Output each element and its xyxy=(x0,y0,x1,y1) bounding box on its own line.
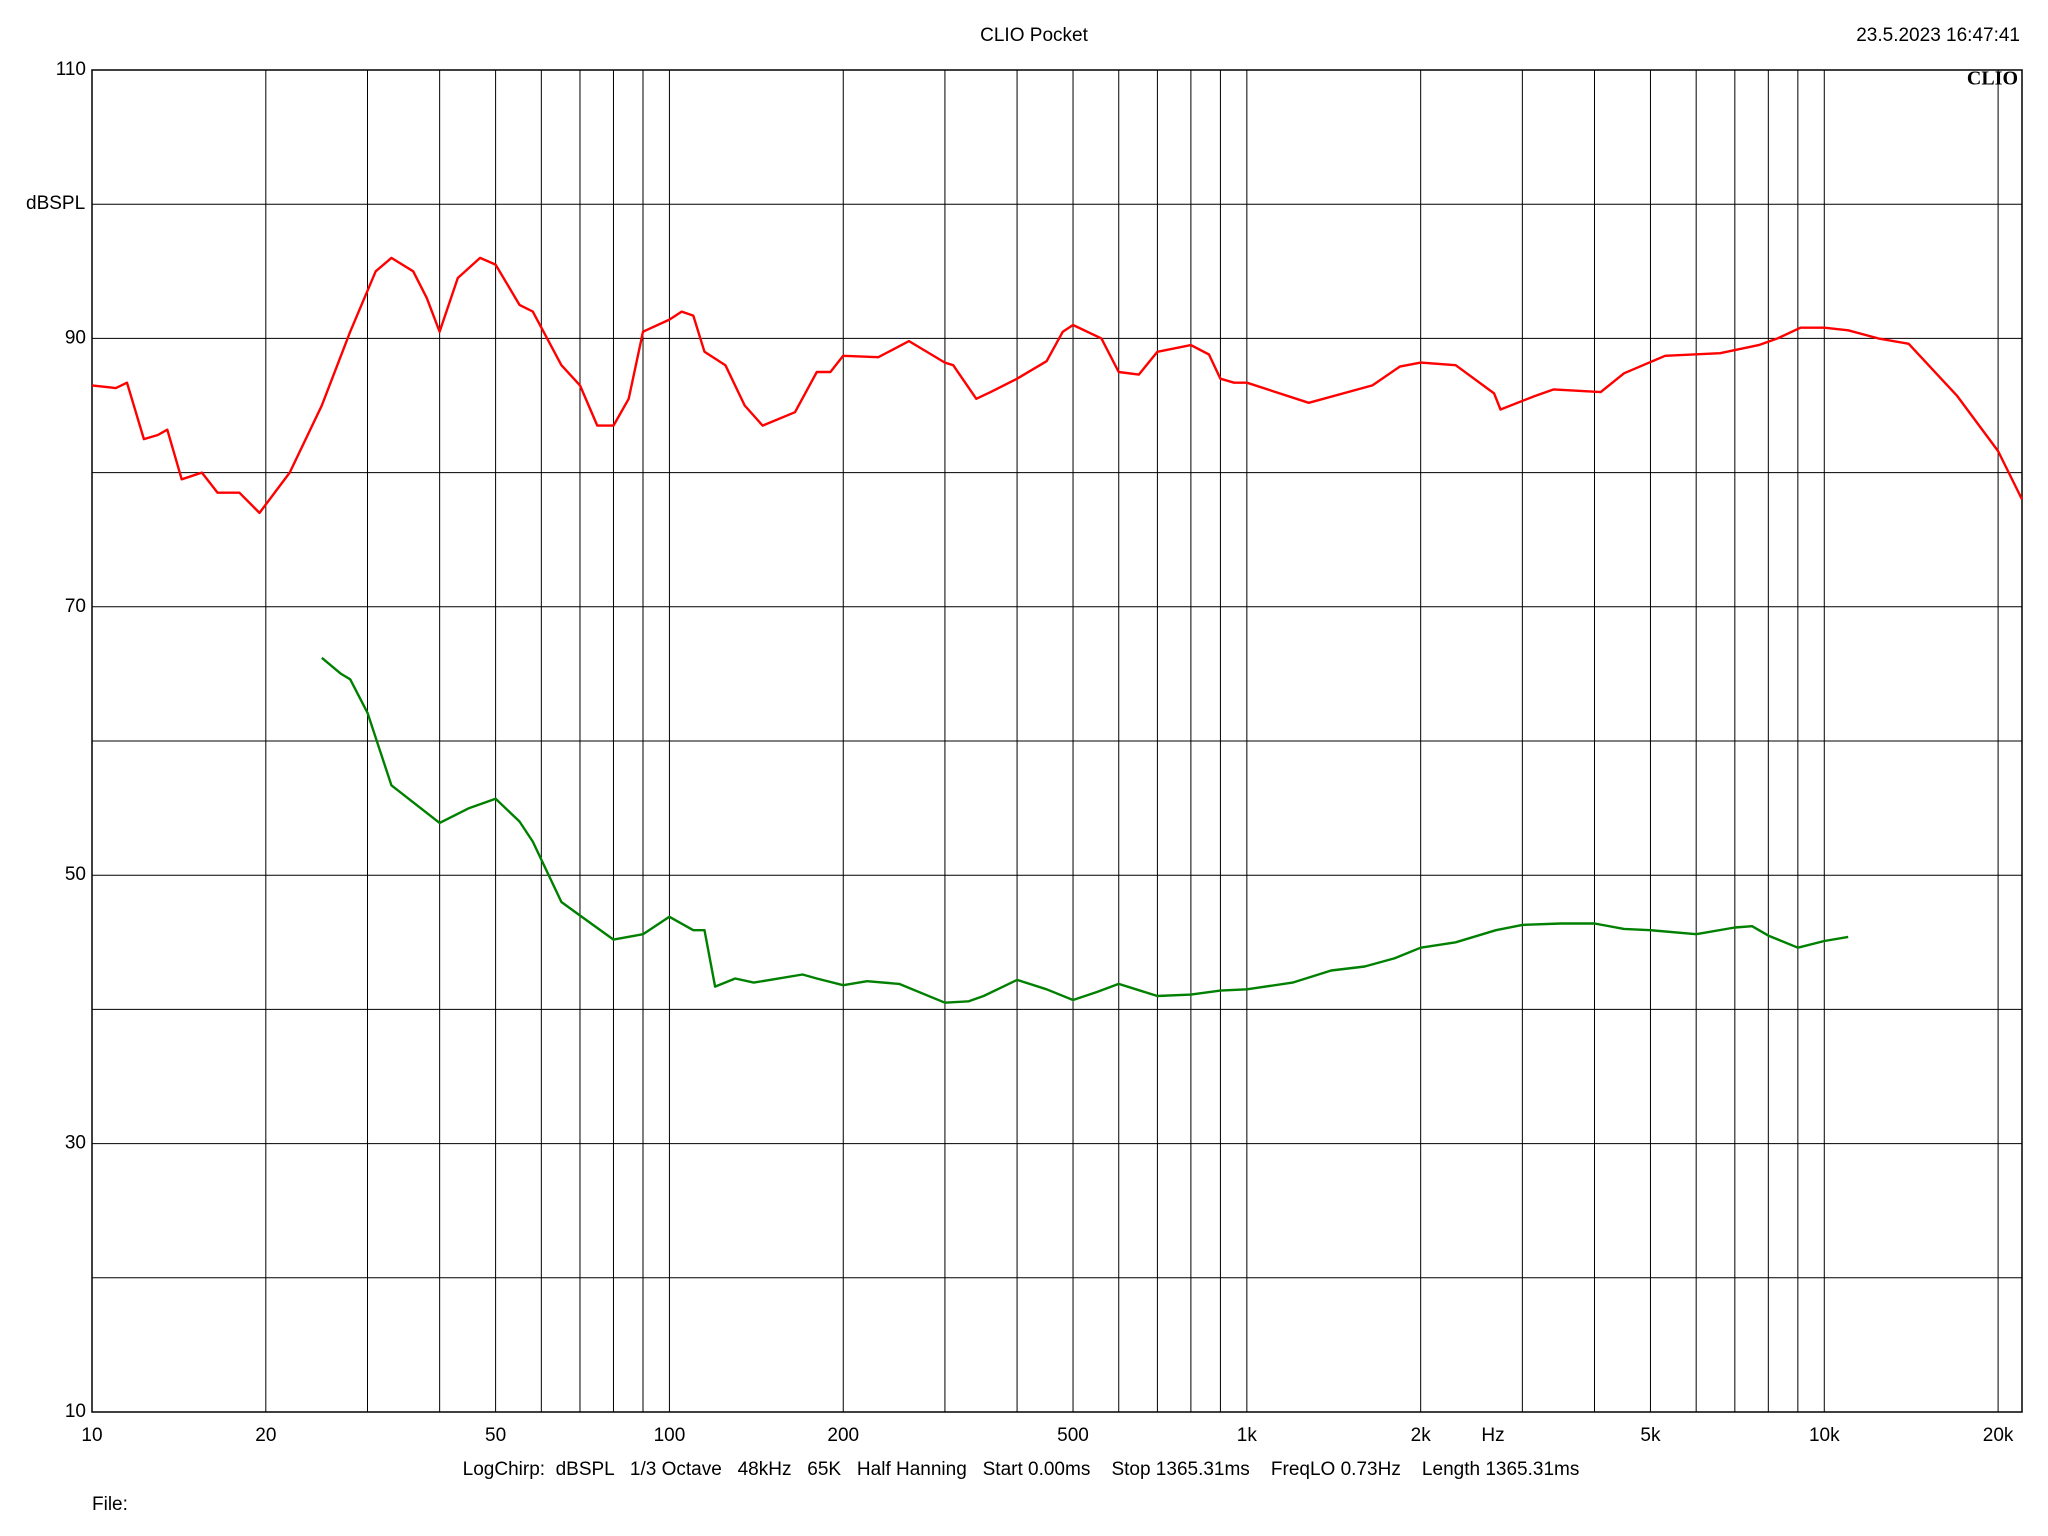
footer: LogChirp: dBSPL 1/3 Octave 48kHz 65K Hal… xyxy=(463,1459,1580,1480)
chart-title: CLIO Pocket xyxy=(980,25,1088,46)
x-tick-label: 2k xyxy=(1411,1425,1432,1446)
y-axis-label: dBSPL xyxy=(26,193,85,214)
y-tick-label: 10 xyxy=(65,1401,86,1422)
y-tick-label: 30 xyxy=(65,1133,86,1154)
x-tick-label: 200 xyxy=(827,1425,859,1446)
series-line xyxy=(91,256,2024,515)
x-tick-label: 100 xyxy=(654,1425,686,1446)
series-line xyxy=(321,656,1849,1004)
x-tick-label: 50 xyxy=(485,1425,506,1446)
y-tick-label: 90 xyxy=(65,327,86,348)
plot-border xyxy=(91,69,2023,1413)
x-tick-label: 5k xyxy=(1640,1425,1661,1446)
x-tick-label: 1k xyxy=(1237,1425,1258,1446)
x-axis-label: Hz xyxy=(1481,1425,1504,1446)
y-tick-label: 110 xyxy=(56,59,86,80)
x-tick-label: 500 xyxy=(1057,1425,1089,1446)
timestamp: 23.5.2023 16:47:41 xyxy=(1856,25,2020,46)
x-tick-label: 20k xyxy=(1983,1425,2014,1446)
y-tick-label: 70 xyxy=(65,596,86,617)
y-tick-label: 50 xyxy=(65,864,86,885)
logo: CLIO xyxy=(1967,68,2018,90)
file-label: File: xyxy=(92,1494,128,1515)
x-tick-label: 10 xyxy=(81,1425,102,1446)
x-tick-label: 10k xyxy=(1809,1425,1840,1446)
x-tick-label: 20 xyxy=(255,1425,276,1446)
